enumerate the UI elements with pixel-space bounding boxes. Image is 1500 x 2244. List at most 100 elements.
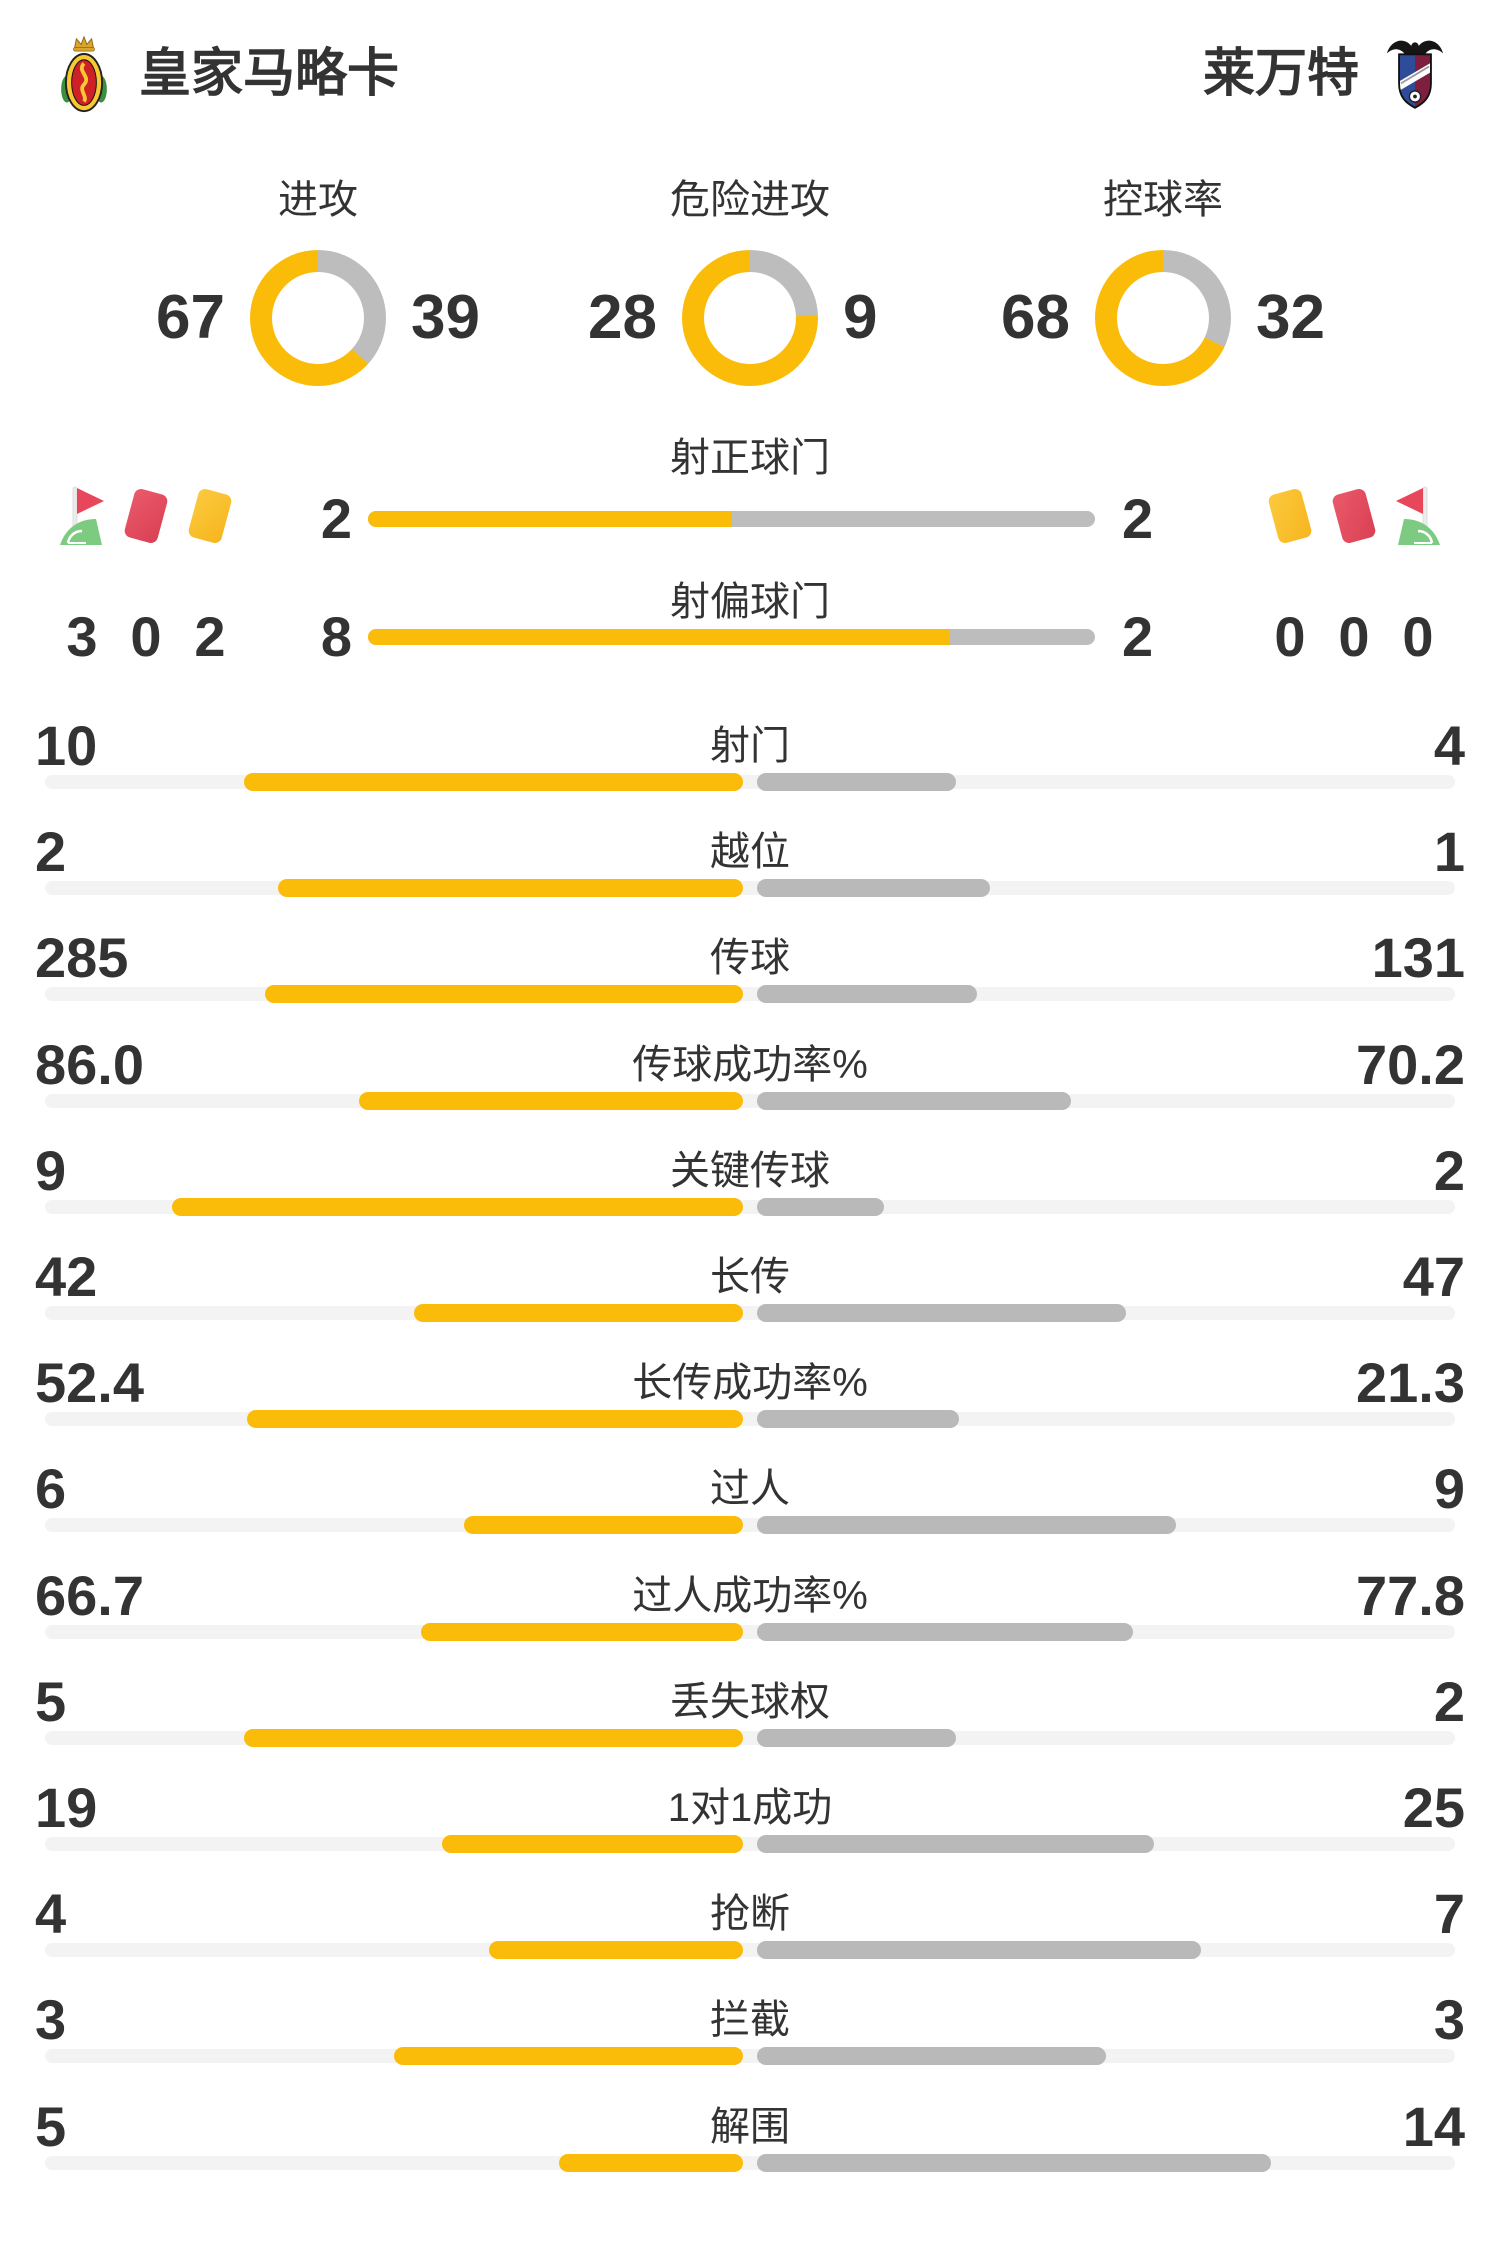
stat-away-value: 14 bbox=[1402, 2094, 1465, 2158]
stat-bar-home-fill bbox=[464, 1516, 743, 1535]
shots-on-target-away-value: 2 bbox=[1122, 487, 1154, 550]
stat-bar-home-fill bbox=[247, 1410, 743, 1429]
shots-off-target-bar-home-fill bbox=[368, 629, 950, 645]
stat-row: 42 长传 47 bbox=[0, 1246, 1500, 1351]
donut-away-value: 39 bbox=[411, 283, 480, 352]
stat-bar-home-fill bbox=[244, 1728, 743, 1747]
stat-bar-home-fill bbox=[265, 985, 743, 1004]
stat-bar-away-fill bbox=[757, 1197, 884, 1216]
stat-away-value: 47 bbox=[1402, 1245, 1465, 1308]
red-card-icon bbox=[1332, 489, 1376, 543]
stat-row: 285 传球 131 bbox=[0, 927, 1500, 1032]
stat-bar-home-fill bbox=[414, 1304, 743, 1322]
stat-home-value: 5 bbox=[35, 2094, 67, 2158]
shots-off-target-bar bbox=[368, 629, 1095, 645]
stat-bar-home-fill bbox=[394, 2047, 743, 2066]
stat-home-value: 19 bbox=[35, 1776, 98, 1839]
stat-row: 86.0 传球成功率% 70.2 bbox=[0, 1033, 1500, 1139]
stat-row: 5 解围 14 bbox=[0, 2095, 1500, 2201]
donut-away-value: 9 bbox=[843, 283, 878, 352]
red-card-icon bbox=[124, 489, 168, 543]
stat-bar-home-fill bbox=[244, 773, 743, 791]
stat-bar-away-fill bbox=[757, 773, 956, 791]
shots-on-target-bar bbox=[368, 511, 1095, 527]
stat-home-value: 6 bbox=[35, 1457, 67, 1521]
stat-row: 19 1对1成功 25 bbox=[0, 1777, 1500, 1882]
stat-bar-away-fill bbox=[757, 1304, 1126, 1322]
donut-home-value: 67 bbox=[156, 283, 225, 352]
stat-label: 过人成功率% bbox=[632, 1573, 868, 1618]
stat-bar-away-fill bbox=[757, 985, 977, 1004]
stat-bar-away-fill bbox=[757, 1622, 1133, 1641]
shots-off-target-home-value: 8 bbox=[320, 605, 352, 668]
stat-away-value: 25 bbox=[1402, 1776, 1465, 1839]
stat-away-value: 2 bbox=[1433, 1669, 1465, 1733]
stat-row: 10 射门 4 bbox=[0, 715, 1500, 820]
stat-label: 1对1成功 bbox=[667, 1786, 833, 1830]
stat-bar-track bbox=[45, 987, 1455, 1002]
home-red-cards-count: 0 bbox=[130, 605, 162, 668]
dangerous-attacks-donut-chart bbox=[682, 250, 818, 386]
stat-row: 9 关键传球 2 bbox=[0, 1139, 1500, 1245]
stat-label: 长传成功率% bbox=[632, 1361, 868, 1406]
home-team-logo bbox=[61, 35, 107, 113]
stat-label: 解围 bbox=[710, 2104, 790, 2149]
stat-away-value: 2 bbox=[1433, 1138, 1465, 1202]
stat-bar-track bbox=[45, 2049, 1455, 2064]
yellow-card-icon bbox=[1268, 489, 1312, 543]
stat-label: 越位 bbox=[710, 830, 790, 875]
stat-away-value: 21.3 bbox=[1356, 1351, 1465, 1415]
stat-bar-away-fill bbox=[757, 1835, 1154, 1853]
stat-home-value: 4 bbox=[35, 1882, 67, 1946]
shots-on-target-bar-home-fill bbox=[368, 511, 732, 527]
stat-row: 2 越位 1 bbox=[0, 821, 1500, 926]
stat-bar-away-fill bbox=[757, 2153, 1271, 2172]
donut-title-possession: 控球率 bbox=[1103, 178, 1223, 222]
corner-flag-icon bbox=[60, 486, 104, 546]
stat-bar-home-fill bbox=[559, 2153, 743, 2172]
stat-away-value: 3 bbox=[1433, 1988, 1465, 2052]
stat-label: 长传 bbox=[710, 1255, 790, 1299]
donut-title-attacks: 进攻 bbox=[278, 178, 358, 222]
stat-bar-track bbox=[45, 1093, 1455, 1108]
yellow-card-icon bbox=[188, 489, 232, 543]
stat-home-value: 9 bbox=[35, 1138, 67, 1202]
stat-away-value: 77.8 bbox=[1356, 1563, 1465, 1627]
attacks-donut-chart bbox=[250, 250, 386, 386]
stat-bar-away-fill bbox=[757, 2047, 1106, 2066]
donut-home-value: 28 bbox=[588, 283, 657, 352]
away-corners-count: 0 bbox=[1402, 605, 1434, 668]
stat-label: 过人 bbox=[710, 1467, 790, 1512]
stat-bar-home-fill bbox=[172, 1197, 743, 1216]
stat-home-value: 10 bbox=[35, 714, 98, 777]
stat-home-value: 2 bbox=[35, 820, 67, 884]
stat-bar-away-fill bbox=[757, 1091, 1071, 1110]
stat-row: 5 丢失球权 2 bbox=[0, 1670, 1500, 1776]
donut-title-dangerous: 危险进攻 bbox=[670, 178, 830, 222]
stat-away-value: 4 bbox=[1433, 714, 1465, 777]
stat-home-value: 42 bbox=[35, 1245, 98, 1308]
shots-off-target-away-value: 2 bbox=[1122, 605, 1154, 668]
stat-label: 传球 bbox=[710, 936, 790, 981]
stat-bar-away-fill bbox=[757, 1410, 959, 1429]
stat-bar-away-fill bbox=[757, 1516, 1176, 1535]
donut-home-value: 68 bbox=[1001, 283, 1070, 352]
stat-row: 6 过人 9 bbox=[0, 1458, 1500, 1563]
stat-bar-home-fill bbox=[442, 1835, 743, 1853]
stat-bar-track bbox=[45, 881, 1455, 896]
stat-home-value: 285 bbox=[35, 926, 129, 990]
stat-row: 3 拦截 3 bbox=[0, 1989, 1500, 2094]
away-team-name: 莱万特 bbox=[1202, 45, 1359, 103]
stat-home-value: 66.7 bbox=[35, 1563, 144, 1627]
stat-row: 52.4 长传成功率% 21.3 bbox=[0, 1352, 1500, 1457]
stat-away-value: 1 bbox=[1433, 820, 1465, 884]
donut-away-value: 32 bbox=[1256, 283, 1325, 352]
away-team-header: 莱万特 bbox=[1203, 34, 1445, 114]
stat-bar-track bbox=[45, 1624, 1455, 1639]
shots-off-target-label: 射偏球门 bbox=[670, 580, 830, 624]
stat-row: 66.7 过人成功率% 77.8 bbox=[0, 1564, 1500, 1670]
away-yellow-cards-count: 0 bbox=[1274, 605, 1306, 668]
stat-bar-away-fill bbox=[757, 879, 990, 898]
stat-bar-track bbox=[45, 1518, 1455, 1533]
stat-bar-track bbox=[45, 1306, 1455, 1320]
